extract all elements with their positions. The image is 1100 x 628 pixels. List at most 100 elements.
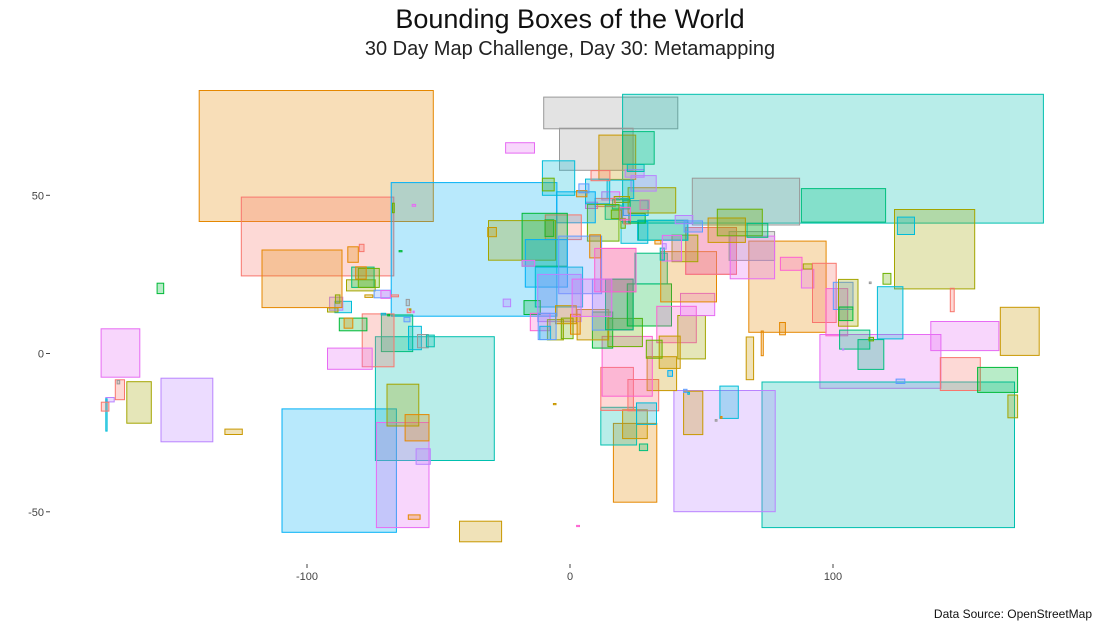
- bounding-box-102: [523, 300, 541, 316]
- bounding-box-132: [355, 266, 367, 280]
- bounding-box-168: [868, 281, 872, 285]
- bounding-box-6: [598, 134, 637, 180]
- bounding-box-130: [364, 294, 374, 298]
- bounding-box-137: [126, 381, 152, 424]
- bounding-box-17: [375, 422, 430, 529]
- bounding-box-22: [459, 520, 503, 543]
- bounding-box-66: [620, 217, 626, 229]
- axis-ticks-layer: -100 0 100 -50 0 50: [28, 190, 842, 583]
- y-tick-label: 50: [32, 190, 44, 202]
- bounding-box-166: [896, 216, 916, 236]
- bounding-box-45: [658, 335, 681, 369]
- bounding-box-55: [716, 208, 763, 237]
- bounding-box-131: [357, 267, 380, 288]
- bounding-box-107: [560, 317, 574, 340]
- bounding-box-18: [386, 383, 420, 427]
- bounding-box-88: [541, 177, 555, 192]
- bounding-box-28: [636, 402, 657, 425]
- bounding-box-112: [380, 314, 414, 353]
- bounding-box-125: [346, 279, 376, 292]
- bounding-box-167: [882, 272, 892, 285]
- bounding-box-149: [812, 262, 837, 323]
- bounding-box-86: [544, 219, 555, 237]
- bounding-box-3: [543, 96, 679, 130]
- bounding-box-142: [224, 428, 243, 436]
- bounding-box-178: [398, 250, 403, 253]
- bounding-box-69: [622, 200, 649, 217]
- bounding-box-14: [673, 390, 776, 513]
- chart-subtitle: 30 Day Map Challenge, Day 30: Metamappin…: [364, 38, 776, 60]
- bounding-box-175: [411, 203, 417, 207]
- bounding-box-74: [601, 191, 621, 201]
- bounding-box-139: [100, 401, 110, 412]
- bounding-box-150: [825, 288, 849, 337]
- x-tick-label: 100: [824, 571, 842, 583]
- bounding-box-184: [380, 312, 387, 316]
- bounding-box-173: [576, 524, 580, 528]
- bounding-box-155: [842, 348, 845, 351]
- bounding-box-153: [838, 306, 854, 322]
- bounding-box-42: [634, 252, 668, 285]
- bounding-box-123: [334, 294, 341, 304]
- bounding-box-35: [607, 317, 643, 348]
- bounding-box-72: [630, 175, 657, 192]
- bounding-box-70: [639, 199, 650, 210]
- bounding-box-181: [405, 298, 410, 307]
- bounding-box-62: [659, 247, 665, 261]
- bounding-box-68: [628, 213, 646, 224]
- bounding-box-170: [521, 259, 536, 267]
- bounding-box-53: [729, 235, 776, 280]
- bounding-box-115: [417, 334, 429, 349]
- bounding-box-8: [691, 177, 801, 226]
- bounding-box-40: [605, 278, 634, 331]
- bounding-box-43: [656, 305, 697, 344]
- bounding-box-136: [114, 379, 126, 401]
- bounding-box-117: [327, 347, 373, 370]
- bounding-box-134: [100, 328, 141, 378]
- bounding-box-90: [576, 190, 588, 198]
- bounding-box-144: [760, 330, 764, 357]
- bounding-box-159: [895, 378, 906, 385]
- bounding-box-15: [281, 408, 397, 533]
- x-tick-label: 0: [567, 571, 573, 583]
- bounding-box-158: [868, 336, 874, 342]
- bounding-box-188: [720, 416, 723, 419]
- y-tick-label: -50: [28, 507, 44, 519]
- bounding-box-161: [930, 321, 1000, 352]
- bounding-box-78: [585, 201, 599, 209]
- bounding-box-44: [677, 315, 706, 360]
- bounding-box-180: [406, 308, 412, 314]
- bounding-box-31: [683, 390, 704, 436]
- bounding-box-133: [156, 282, 165, 295]
- bounding-box-101: [594, 247, 637, 293]
- bounding-box-91: [578, 183, 590, 194]
- bounding-box-124: [261, 249, 343, 309]
- bounding-box-84: [556, 191, 596, 224]
- chart-title: Bounding Boxes of the World: [395, 4, 745, 34]
- bounding-box-189: [687, 391, 690, 395]
- bounding-box-171: [502, 298, 512, 308]
- y-tick-label: 0: [38, 349, 44, 361]
- bounding-box-1: [240, 196, 395, 277]
- bounding-box-67: [623, 218, 632, 225]
- bounding-box-148: [802, 263, 813, 270]
- bounding-box-190: [683, 388, 688, 393]
- bounding-box-32: [719, 385, 739, 419]
- bounding-box-111: [537, 312, 557, 341]
- bounding-box-13: [761, 381, 1015, 529]
- bounding-box-97: [524, 239, 568, 288]
- bounding-box-11: [748, 240, 827, 333]
- bounding-box-9: [800, 188, 887, 223]
- bounding-box-160: [939, 357, 981, 392]
- bounding-box-81: [610, 209, 623, 220]
- bounding-boxes-layer: [100, 90, 1044, 543]
- bounding-box-21: [407, 514, 421, 520]
- bounding-box-109: [570, 313, 581, 335]
- bounding-box-48: [660, 251, 718, 303]
- bounding-box-145: [779, 322, 786, 336]
- bounding-box-2: [390, 182, 558, 317]
- bounding-box-56: [746, 222, 769, 238]
- bounding-box-156: [857, 339, 885, 370]
- bounding-box-110: [571, 278, 613, 317]
- bounding-box-147: [779, 256, 803, 271]
